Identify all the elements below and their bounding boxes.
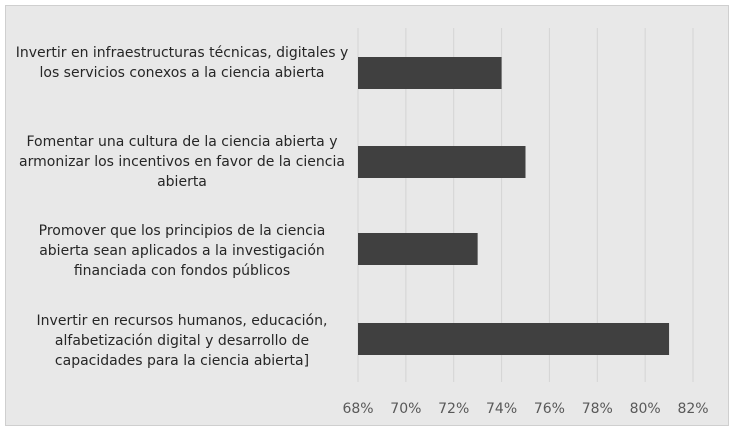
category-label-4: Invertir en recursos humanos, educación,…: [36, 313, 328, 369]
category-label-2: Fomentar una cultura de la ciencia abier…: [19, 134, 345, 190]
x-tick-label-4: 74%: [486, 401, 517, 417]
category-label-1: Invertir en infraestructuras técnicas, d…: [15, 45, 349, 81]
x-tick-label-6: 78%: [582, 401, 613, 417]
bar-2: [358, 146, 526, 178]
category-label-3: Promover que los principios de la cienci…: [38, 223, 326, 279]
x-tick-label-5: 76%: [534, 401, 565, 417]
x-tick-label-8: 82%: [677, 401, 708, 417]
x-tick-label-7: 80%: [630, 401, 661, 417]
x-tick-label-1: 68%: [342, 401, 373, 417]
bar-4: [358, 323, 670, 355]
bar-3: [358, 233, 478, 265]
x-tick-label-2: 70%: [390, 401, 421, 417]
bar-1: [358, 57, 502, 89]
x-tick-label-3: 72%: [438, 401, 469, 417]
